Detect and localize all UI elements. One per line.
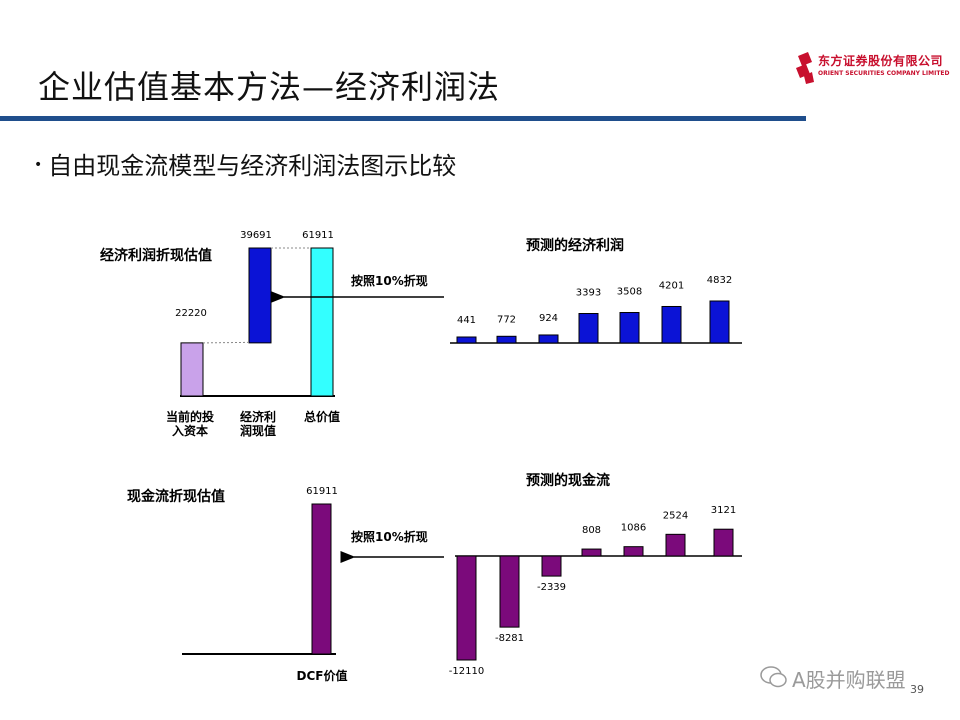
dcf-valuation-bar	[311, 503, 332, 655]
bullet-dot: •	[34, 157, 43, 173]
forecast-cf-value-label: -2339	[537, 582, 566, 593]
ep-valuation-connector	[202, 341, 250, 344]
forecast-cf-bar	[581, 548, 602, 557]
ep-valuation-title: 经济利润折现估值	[100, 247, 212, 264]
ep-valuation-bar	[310, 247, 334, 397]
forecast-ep-value-label: 772	[497, 314, 516, 325]
ep-valuation-bar	[248, 247, 272, 344]
forecast-cf-value-label: 1086	[621, 523, 646, 534]
forecast-ep-value-label: 4201	[659, 280, 684, 291]
company-logo: 东方证券股份有限公司 ORIENT SECURITIES COMPANY LIM…	[794, 50, 950, 90]
forecast-ep-bar	[709, 300, 730, 344]
logo-en-text: ORIENT SECURITIES COMPANY LIMITED	[818, 70, 950, 77]
ep-valuation-category-label: 经济利	[240, 409, 276, 424]
bullet-text: 自由现金流模型与经济利润法图示比较	[48, 152, 457, 180]
discount-label-bottom: 按照10%折现	[351, 529, 428, 544]
forecast-cf-bar	[623, 546, 644, 557]
dcf-valuation-chart: 现金流折现估值 61911 DCF价值	[127, 486, 347, 683]
forecast-cf-bar	[499, 555, 520, 628]
forecast-ep-value-label: 924	[539, 313, 558, 324]
ep-valuation-category-label: 当前的投	[166, 409, 214, 424]
wechat-icon	[760, 666, 787, 688]
forecast-ep-title: 预测的经济利润	[526, 237, 624, 254]
ep-valuation-bar	[180, 342, 204, 397]
forecast-cf-value-label: -8281	[495, 633, 524, 644]
forecast-ep-bar	[496, 335, 517, 344]
discount-arrow-bottom: 按照10%折现	[340, 529, 444, 563]
ep-valuation-value-label: 61911	[302, 230, 334, 241]
forecast-ep-bar	[619, 312, 640, 344]
discount-label-top: 按照10%折现	[351, 273, 428, 288]
forecast-cf-value-label: 2524	[663, 510, 688, 521]
forecast-ep-bar	[661, 305, 682, 344]
forecast-cf-bar	[713, 528, 734, 557]
ep-valuation-category-label: 入资本	[172, 423, 208, 438]
forecast-ep-value-label: 3508	[617, 287, 642, 298]
forecast-ep-bar	[538, 334, 559, 344]
forecast-ep-bar	[456, 336, 477, 344]
ep-valuation-category-label: 润现值	[240, 423, 276, 438]
logo-mark-icon	[796, 52, 814, 84]
dcf-valuation-title: 现金流折现估值	[127, 488, 225, 505]
forecast-ep-value-label: 3393	[576, 288, 601, 299]
forecast-cf-bar	[456, 555, 477, 661]
forecast-cf-value-label: 808	[582, 525, 601, 536]
title-underline	[0, 116, 806, 121]
slide-title: 企业估值基本方法—经济利润法	[38, 68, 501, 106]
forecast-cf-bar	[665, 533, 686, 557]
forecast-cf-title: 预测的现金流	[526, 472, 610, 489]
forecast-cf-value-label: 3121	[711, 505, 736, 516]
logo-cn-text: 东方证券股份有限公司	[818, 54, 944, 68]
dcf-valuation-category-label: DCF价值	[297, 668, 348, 683]
ep-valuation-value-label: 22220	[175, 308, 207, 319]
page-number: 39	[910, 683, 924, 696]
bullet-point: • 自由现金流模型与经济利润法图示比较	[34, 146, 456, 181]
ep-valuation-value-label: 39691	[240, 230, 272, 241]
forecast-ep-bar	[578, 313, 599, 344]
forecast-ep-chart: 预测的经济利润 441 772 924 3393 3508 4201 4832	[450, 237, 742, 344]
forecast-cf-bar	[541, 555, 562, 577]
forecast-cf-chart: 预测的现金流 -12110 -8281 -2339 808 1086 2524 3121	[449, 472, 742, 677]
watermark-text: A股并购联盟	[792, 668, 906, 692]
dcf-valuation-value-label: 61911	[306, 486, 338, 497]
discount-arrow-top: 按照10%折现	[270, 273, 444, 303]
ep-valuation-category-label: 总价值	[304, 409, 340, 424]
forecast-ep-value-label: 4832	[707, 275, 732, 286]
forecast-ep-value-label: 441	[457, 315, 476, 326]
forecast-cf-value-label: -12110	[449, 666, 484, 677]
